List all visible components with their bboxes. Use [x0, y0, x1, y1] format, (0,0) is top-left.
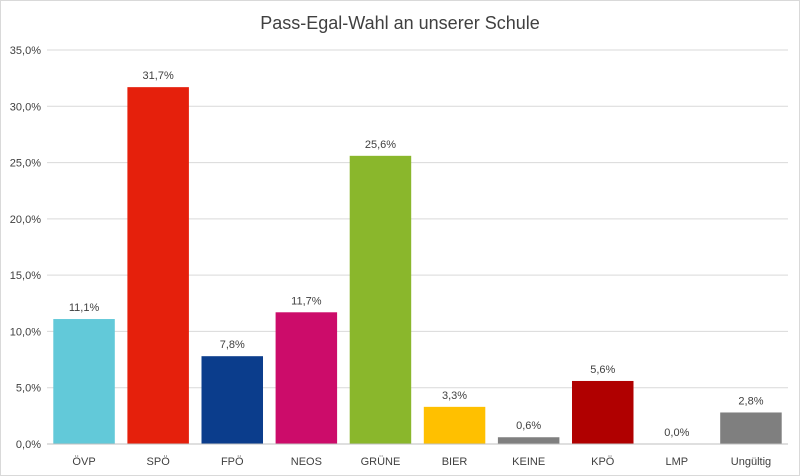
bar-bier [423, 406, 486, 444]
y-tick-label: 25,0% [10, 158, 41, 170]
x-category-label: ÖVP [72, 456, 95, 468]
data-label: 7,8% [220, 339, 245, 351]
data-label: 25,6% [365, 139, 396, 151]
y-axis-ticks: 0,0% 5,0% 10,0% 15,0% 20,0% 25,0% 30,0% 35,0% [10, 45, 41, 451]
y-tick-label: 10,0% [10, 326, 41, 338]
data-label: 0,6% [516, 420, 541, 432]
x-category-label: Ungültig [731, 456, 771, 468]
data-label: 0,0% [664, 427, 689, 439]
y-tick-label: 35,0% [10, 45, 41, 57]
x-category-label: KPÖ [591, 456, 615, 468]
data-label: 11,1% [69, 302, 100, 314]
bar-spö [127, 87, 189, 445]
bar-övp [53, 319, 115, 444]
chart-title: Pass-Egal-Wahl an unserer Schule [260, 13, 539, 33]
data-label: 31,7% [143, 70, 174, 82]
bar-grüne [349, 155, 412, 444]
y-tick-label: 15,0% [10, 270, 41, 282]
x-category-label: GRÜNE [361, 456, 401, 468]
bar-kpö [571, 380, 634, 444]
data-label: 3,3% [442, 390, 467, 402]
bars [53, 87, 782, 445]
bar-keine [497, 437, 560, 444]
data-labels: 11,1% 31,7% 7,8% 11,7% 25,6% 3,3% 0,6% 5,6% 0,0%… [69, 70, 764, 439]
y-tick-label: 0,0% [16, 439, 41, 451]
bar-ungültig [720, 412, 782, 444]
data-label: 5,6% [590, 364, 615, 376]
x-category-label: SPÖ [147, 456, 171, 468]
x-category-label: FPÖ [221, 456, 244, 468]
data-label: 2,8% [738, 395, 763, 407]
bar-fpö [201, 356, 264, 444]
bar-neos [275, 312, 338, 444]
x-axis-categories: ÖVP SPÖ FPÖ NEOS GRÜNE BIER KEINE KPÖ LMP Ungülti… [72, 456, 771, 468]
x-category-label: NEOS [291, 456, 322, 468]
x-category-label: BIER [442, 456, 468, 468]
y-tick-label: 20,0% [10, 214, 41, 226]
y-tick-label: 30,0% [10, 101, 41, 113]
x-category-label: LMP [666, 456, 689, 468]
x-category-label: KEINE [512, 456, 545, 468]
y-tick-label: 5,0% [16, 383, 41, 395]
data-label: 11,7% [291, 295, 322, 307]
